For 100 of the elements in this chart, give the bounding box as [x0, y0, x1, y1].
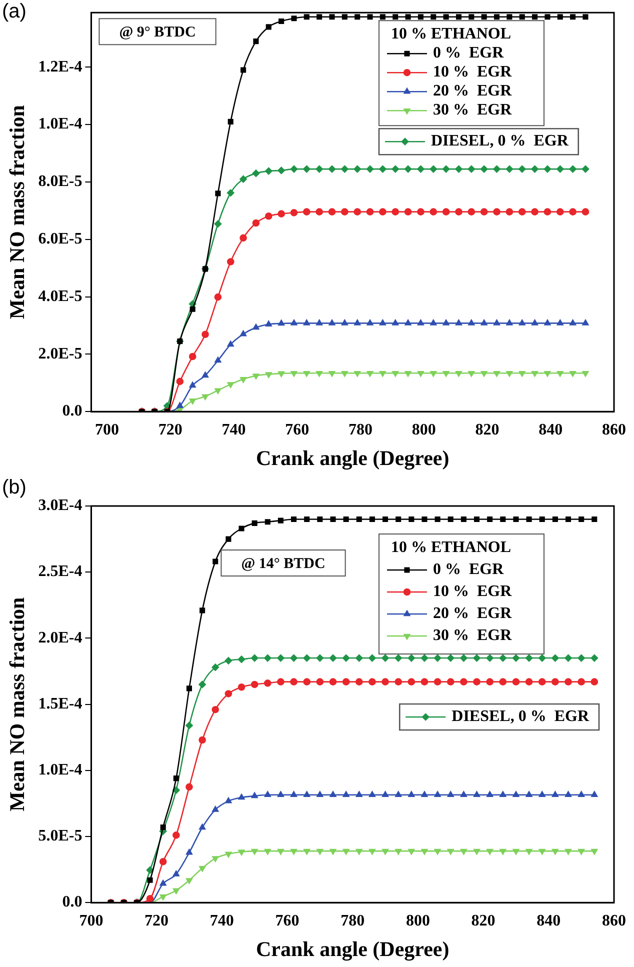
point	[468, 320, 475, 326]
point	[265, 372, 272, 378]
point	[214, 220, 222, 228]
point	[225, 852, 232, 858]
point	[277, 791, 284, 798]
point	[447, 791, 454, 798]
point	[493, 208, 500, 216]
point	[480, 165, 488, 173]
point	[556, 320, 564, 326]
point	[186, 686, 192, 692]
point	[382, 678, 389, 686]
point	[240, 234, 247, 242]
point	[188, 352, 196, 360]
point	[227, 340, 234, 347]
point	[552, 848, 558, 855]
point	[552, 654, 559, 662]
point	[341, 165, 348, 173]
point	[278, 210, 285, 218]
point	[356, 516, 362, 522]
point	[486, 678, 494, 686]
point	[590, 654, 598, 662]
point	[408, 654, 416, 662]
point	[368, 654, 376, 662]
point	[316, 678, 324, 686]
point	[404, 208, 412, 216]
y-tick-label: 6.0E-5	[38, 230, 82, 248]
point	[565, 516, 572, 522]
point	[532, 320, 538, 326]
y-tick-label: 1.0E-4	[38, 762, 82, 779]
point	[570, 320, 576, 326]
point	[329, 14, 335, 20]
point	[343, 516, 349, 522]
point	[226, 536, 232, 542]
point	[468, 14, 474, 20]
point	[342, 14, 348, 20]
legend-label: 10 % EGR	[433, 64, 512, 81]
point	[408, 791, 415, 798]
point	[224, 690, 232, 698]
point	[316, 848, 324, 855]
point	[316, 320, 323, 326]
x-tick-label: 700	[79, 912, 104, 930]
point	[368, 848, 376, 855]
point	[473, 654, 480, 662]
point	[225, 797, 232, 804]
point	[430, 14, 436, 20]
point	[250, 654, 258, 662]
point	[368, 791, 376, 798]
x-tick-label: 840	[538, 421, 563, 438]
point	[316, 370, 323, 377]
point	[455, 165, 462, 173]
point	[278, 320, 285, 326]
point	[238, 526, 244, 532]
point	[278, 18, 284, 24]
point	[238, 794, 245, 800]
point	[379, 165, 386, 173]
point	[526, 791, 532, 798]
point	[544, 320, 551, 326]
point	[238, 850, 245, 856]
y-axis-title: Mean NO mass fraction	[5, 596, 30, 812]
point	[430, 320, 437, 326]
point	[303, 165, 310, 173]
point	[443, 14, 449, 20]
point	[228, 118, 234, 124]
point	[556, 165, 564, 173]
point	[592, 516, 598, 522]
point	[404, 165, 412, 173]
y-axis-title: Mean NO mass fraction	[5, 104, 30, 320]
point	[316, 14, 322, 20]
legend-title: 10 % ETHANOL	[391, 26, 512, 43]
chart-title: (b)	[2, 476, 26, 499]
point	[369, 516, 375, 522]
point	[304, 791, 310, 798]
point	[506, 14, 512, 20]
point	[460, 791, 467, 798]
point	[354, 370, 361, 377]
point	[591, 791, 598, 798]
point	[328, 208, 336, 216]
point	[328, 165, 336, 173]
point	[582, 208, 590, 216]
point	[396, 516, 402, 522]
point	[316, 791, 324, 798]
point	[442, 165, 450, 173]
point	[277, 848, 284, 855]
point	[539, 516, 545, 522]
point	[176, 378, 184, 386]
y-tick-label: 1.0E-4	[38, 116, 82, 133]
point	[264, 848, 271, 855]
point	[392, 165, 400, 173]
point	[480, 370, 488, 377]
point	[544, 370, 551, 377]
point	[278, 518, 284, 524]
point	[408, 848, 415, 855]
point	[538, 848, 546, 855]
point	[172, 870, 180, 876]
point	[252, 324, 260, 330]
point	[557, 14, 563, 20]
point	[356, 848, 362, 855]
point	[493, 165, 500, 173]
legend-label: 0 % EGR	[433, 44, 504, 62]
point	[408, 678, 416, 686]
